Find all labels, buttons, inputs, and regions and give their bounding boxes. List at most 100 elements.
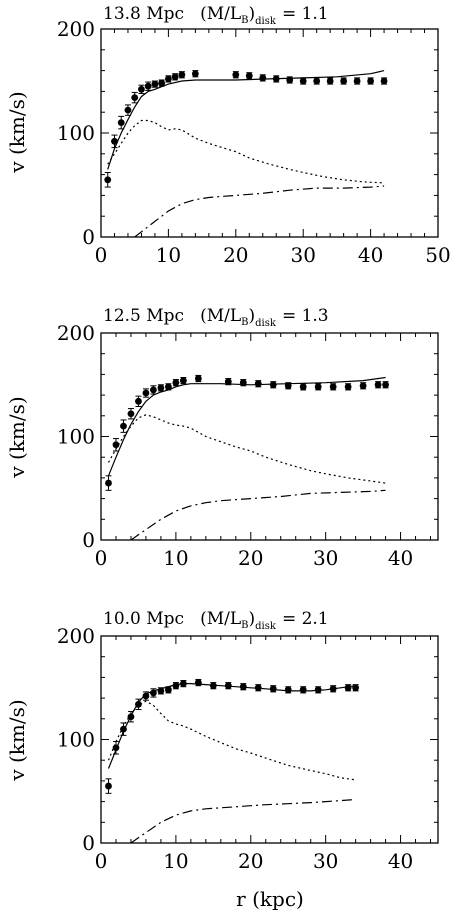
panel-title: 10.0 Mpc (M/LB)disk = 2.1 (103, 609, 329, 632)
x-tick-label: 10 (163, 546, 188, 570)
observed-marker (353, 77, 361, 85)
observed-marker (135, 700, 142, 708)
observed-point (172, 379, 180, 387)
panel-title: 13.8 Mpc (M/LB)disk = 1.1 (103, 4, 329, 27)
observed-point (340, 77, 348, 85)
observed-marker (138, 85, 145, 93)
observed-marker (254, 684, 262, 692)
observed-marker (131, 94, 139, 102)
observed-point (313, 77, 321, 85)
model-curve-dotted (107, 700, 356, 781)
observed-point (269, 381, 277, 389)
observed-point (165, 383, 172, 391)
observed-point (127, 408, 135, 420)
observed-marker (382, 381, 389, 389)
observed-point (380, 77, 388, 85)
observed-point (117, 115, 125, 130)
observed-marker (245, 72, 253, 80)
observed-marker (172, 379, 180, 387)
observed-point (105, 778, 112, 794)
observed-point (224, 378, 232, 386)
x-tick-label: 0 (95, 849, 108, 873)
y-tick-label: 100 (57, 121, 95, 145)
observed-point (224, 682, 232, 690)
model-curve-solid (107, 376, 386, 477)
observed-point (142, 691, 150, 701)
observed-point (111, 134, 118, 149)
observed-point (157, 384, 165, 392)
observed-marker (165, 383, 172, 391)
y-tick-label: 200 (57, 17, 95, 41)
x-tick-label: 30 (313, 849, 338, 873)
observed-point (359, 382, 367, 390)
x-tick-label: 40 (358, 243, 383, 267)
observed-point (158, 79, 166, 87)
y-tick-label: 200 (57, 321, 95, 345)
observed-point (124, 104, 132, 116)
model-curve-solid (107, 70, 385, 170)
observed-point (151, 80, 159, 88)
panel-12-5-mpc: 12.5 Mpc (M/LB)disk = 1.3 v (km/s) 0 10 20 30… (5, 306, 439, 570)
observed-marker (117, 119, 125, 126)
observed-point (112, 741, 120, 755)
x-tick-label: 10 (163, 849, 188, 873)
observed-marker (313, 77, 321, 85)
observed-marker (284, 382, 292, 390)
y-tick-label: 0 (82, 225, 95, 249)
observed-marker (157, 687, 165, 695)
x-tick-label: 40 (388, 546, 413, 570)
x-tick-label: 40 (388, 849, 413, 873)
observed-marker (104, 176, 112, 184)
observed-marker (254, 380, 262, 388)
observed-marker (142, 692, 150, 700)
observed-point (165, 75, 172, 83)
observed-point (314, 383, 322, 391)
observed-marker (127, 713, 135, 721)
x-axis-label: r (kpc) (236, 887, 304, 911)
observed-marker (171, 73, 179, 81)
observed-marker (269, 381, 277, 389)
y-axis-label: v (km/s) (5, 91, 29, 173)
y-tick-label: 0 (82, 831, 95, 855)
observed-marker (329, 685, 337, 693)
observed-point (352, 684, 360, 692)
observed-marker (329, 383, 337, 391)
observed-marker (299, 77, 307, 85)
observed-marker (157, 384, 165, 392)
observed-marker (232, 71, 240, 79)
y-tick-label: 100 (57, 728, 95, 752)
observed-point (144, 81, 152, 91)
model-curve-solid (107, 683, 356, 769)
observed-point (165, 686, 172, 694)
observed-point (178, 71, 186, 79)
x-tick-label: 30 (290, 243, 315, 267)
observed-point (194, 374, 202, 383)
x-tick-label: 20 (238, 849, 263, 873)
observed-marker (359, 382, 367, 390)
observed-point (299, 686, 307, 694)
observed-marker (239, 379, 247, 387)
observed-marker (150, 386, 157, 394)
y-tick-label: 200 (57, 624, 95, 648)
plot-frame (100, 28, 439, 238)
observed-point (135, 698, 142, 710)
observed-point (326, 77, 334, 85)
observed-point (344, 383, 352, 391)
observed-marker (111, 137, 118, 145)
observed-point (299, 77, 307, 85)
observed-point (259, 74, 267, 82)
observed-marker (127, 410, 135, 418)
model-curve-dashdot (130, 798, 356, 843)
x-tick-label: 0 (95, 546, 108, 570)
observed-point (254, 684, 262, 692)
observed-marker (299, 383, 307, 391)
y-axis-label: v (km/s) (5, 699, 29, 781)
observed-point (120, 419, 127, 433)
observed-marker (178, 71, 186, 79)
observed-point (232, 71, 240, 79)
observed-point (284, 382, 292, 390)
observed-marker (209, 682, 217, 690)
plot-frame (100, 332, 439, 541)
observed-point (104, 172, 112, 188)
observed-point (245, 72, 253, 80)
